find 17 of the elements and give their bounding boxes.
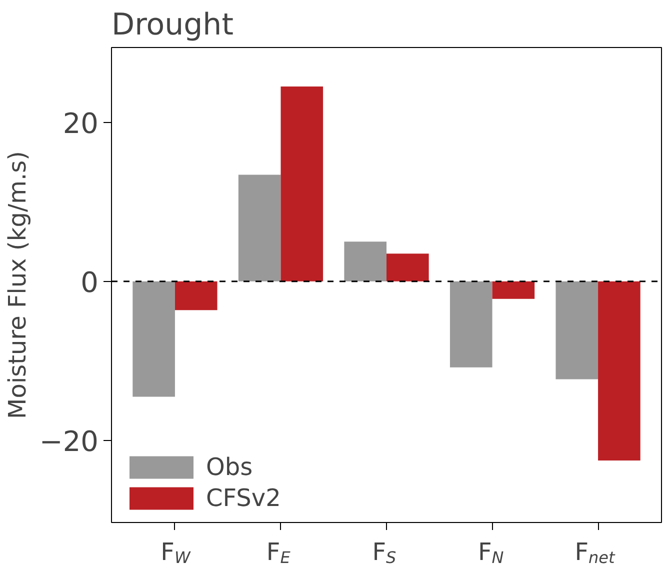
y-axis-title: Moisture Flux (kg/m.s) bbox=[3, 151, 32, 419]
y-tick-label: −20 bbox=[39, 425, 99, 458]
bar bbox=[556, 281, 598, 380]
bar bbox=[238, 174, 281, 282]
bar bbox=[386, 254, 429, 282]
chart-title: Drought bbox=[112, 8, 234, 42]
bar bbox=[344, 242, 386, 282]
bar bbox=[174, 281, 218, 310]
y-tick-label: 0 bbox=[80, 266, 99, 299]
bar bbox=[450, 281, 492, 368]
y-tick-label: 20 bbox=[62, 106, 99, 140]
bar bbox=[598, 281, 640, 460]
bar bbox=[132, 281, 175, 397]
bar bbox=[280, 86, 324, 282]
legend-label: Obs bbox=[206, 453, 253, 481]
bar bbox=[492, 281, 535, 299]
legend-label: CFSv2 bbox=[206, 484, 281, 512]
